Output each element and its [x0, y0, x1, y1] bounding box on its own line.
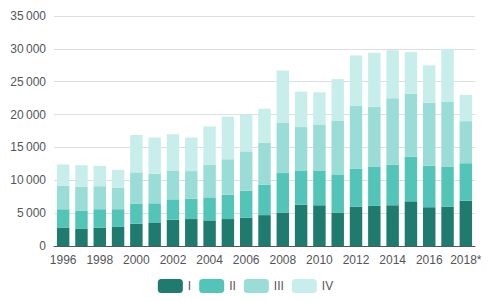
svg-text:2002: 2002: [160, 253, 187, 267]
svg-text:10 000: 10 000: [10, 173, 46, 187]
svg-text:1998: 1998: [86, 253, 113, 267]
svg-text:0: 0: [39, 239, 46, 253]
svg-text:2018*: 2018*: [450, 253, 482, 267]
svg-text:2014: 2014: [379, 253, 406, 267]
svg-text:35 000: 35 000: [10, 9, 46, 23]
svg-text:1996: 1996: [50, 253, 77, 267]
svg-text:2016: 2016: [416, 253, 443, 267]
svg-text:2008: 2008: [269, 253, 296, 267]
svg-text:25 000: 25 000: [10, 75, 46, 89]
svg-text:5 000: 5 000: [17, 206, 46, 220]
svg-text:I: I: [188, 279, 191, 293]
svg-text:2012: 2012: [343, 253, 370, 267]
svg-text:20 000: 20 000: [10, 108, 46, 122]
svg-text:IV: IV: [322, 279, 333, 293]
svg-text:15 000: 15 000: [10, 140, 46, 154]
svg-text:2000: 2000: [123, 253, 150, 267]
svg-text:III: III: [274, 279, 284, 293]
svg-text:30 000: 30 000: [10, 42, 46, 56]
svg-text:2010: 2010: [306, 253, 333, 267]
svg-text:2006: 2006: [233, 253, 260, 267]
svg-text:II: II: [229, 279, 236, 293]
svg-text:2004: 2004: [196, 253, 223, 267]
